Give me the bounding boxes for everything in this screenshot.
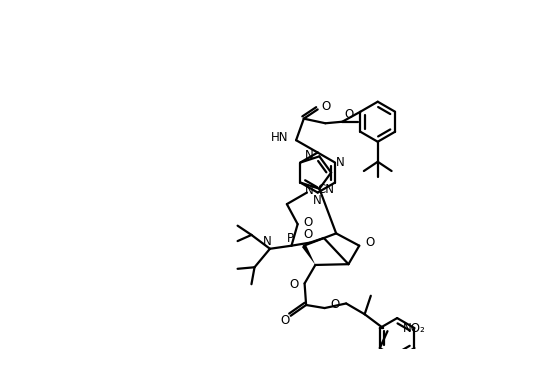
Text: CN: CN xyxy=(317,183,334,196)
Polygon shape xyxy=(302,245,315,265)
Text: N: N xyxy=(263,235,271,249)
Text: N: N xyxy=(305,184,313,197)
Text: O: O xyxy=(281,314,290,327)
Text: P: P xyxy=(287,232,294,245)
Text: O: O xyxy=(289,278,299,292)
Text: N: N xyxy=(305,149,313,162)
Text: O: O xyxy=(321,100,331,113)
Text: O: O xyxy=(344,108,354,121)
Text: N: N xyxy=(313,194,322,207)
Text: HN: HN xyxy=(271,131,288,143)
Text: O: O xyxy=(304,216,313,229)
Text: NO₂: NO₂ xyxy=(403,322,425,336)
Text: N: N xyxy=(336,156,345,169)
Text: O: O xyxy=(303,229,312,241)
Text: O: O xyxy=(366,236,375,249)
Text: O: O xyxy=(331,298,340,312)
